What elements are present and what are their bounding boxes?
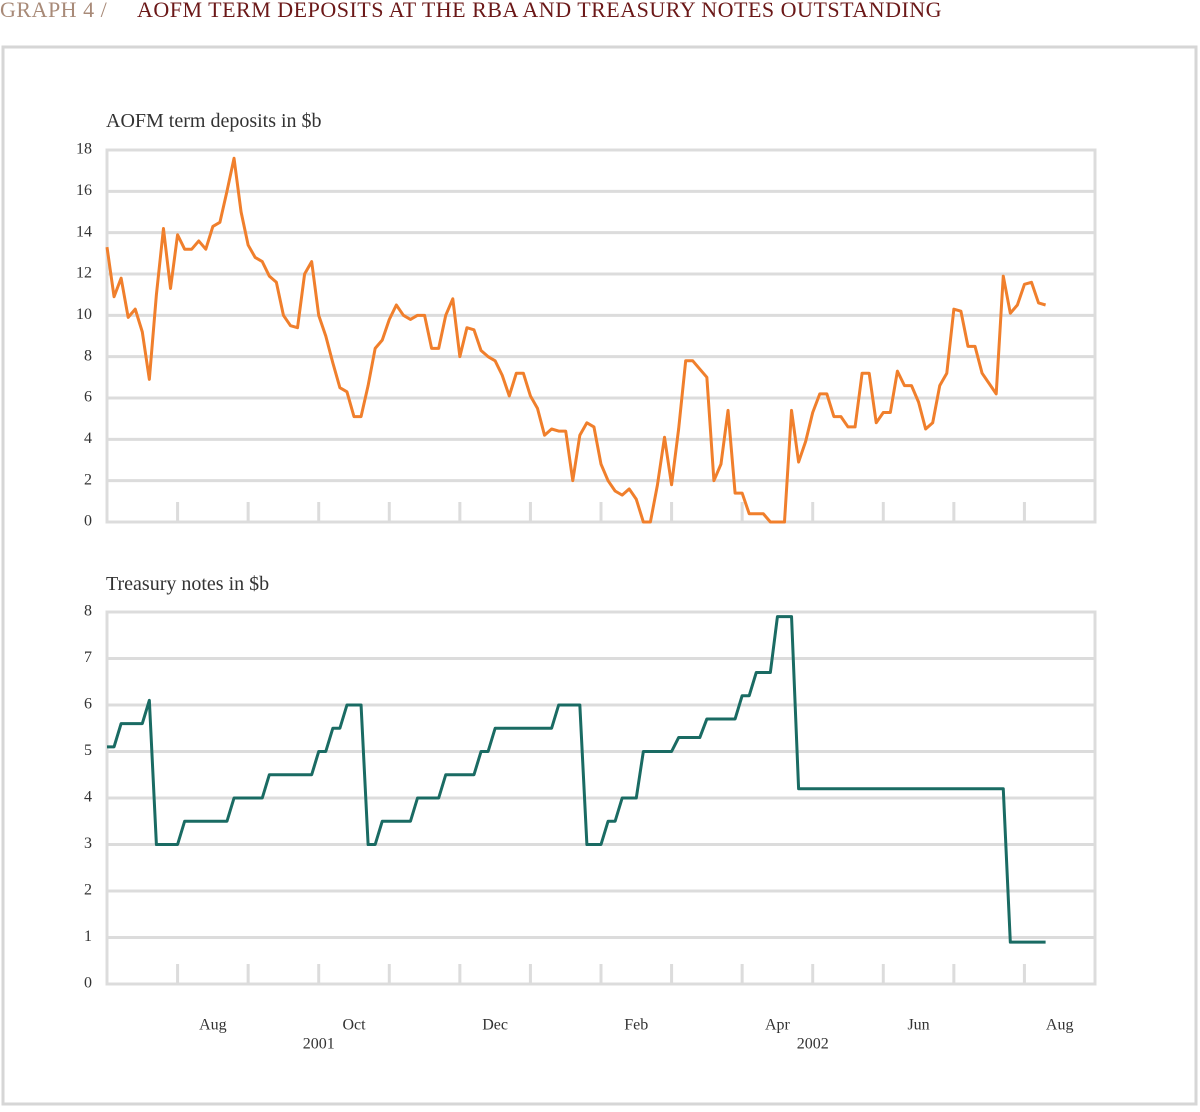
panel-title: Treasury notes in $b <box>106 573 269 595</box>
y-tick-label: 18 <box>76 141 92 158</box>
y-tick-label: 4 <box>84 430 92 447</box>
y-tick-label: 12 <box>76 265 92 282</box>
x-tick-label: Dec <box>482 1017 508 1034</box>
y-tick-label: 4 <box>84 789 92 806</box>
x-tick-label: Oct <box>342 1017 366 1034</box>
y-tick-label: 0 <box>84 975 92 992</box>
x-tick-label: Aug <box>1046 1017 1074 1034</box>
year-label: 2001 <box>303 1036 335 1053</box>
y-tick-label: 8 <box>84 347 92 364</box>
y-tick-label: 3 <box>84 835 92 852</box>
panel-title: AOFM term deposits in $b <box>106 110 322 132</box>
y-tick-label: 2 <box>84 471 92 488</box>
y-tick-label: 7 <box>84 649 92 666</box>
y-tick-label: 5 <box>84 742 92 759</box>
y-tick-label: 6 <box>84 389 92 406</box>
year-label: 2002 <box>797 1036 829 1053</box>
y-tick-label: 0 <box>84 513 92 530</box>
x-tick-label: Aug <box>199 1017 227 1034</box>
y-tick-label: 6 <box>84 696 92 713</box>
x-tick-label: Apr <box>765 1017 791 1034</box>
frame <box>1 45 1198 1106</box>
x-tick-label: Jun <box>907 1017 929 1034</box>
y-tick-label: 14 <box>76 223 92 240</box>
graph-title: AOFM TERM DEPOSITS AT THE RBA AND TREASU… <box>137 0 942 22</box>
y-tick-label: 2 <box>84 882 92 899</box>
graph-label: GRAPH 4 / <box>0 0 108 22</box>
y-tick-label: 8 <box>84 603 92 620</box>
y-tick-label: 10 <box>76 306 92 323</box>
y-tick-label: 16 <box>76 182 92 199</box>
data-line <box>105 156 1047 524</box>
y-tick-label: 1 <box>84 928 92 945</box>
x-tick-label: Feb <box>624 1017 648 1034</box>
data-line <box>107 615 1046 944</box>
